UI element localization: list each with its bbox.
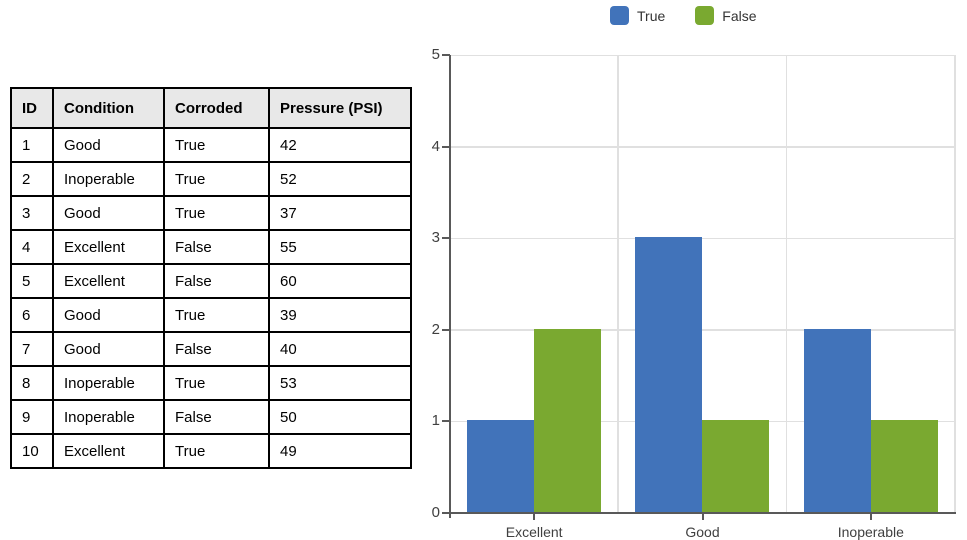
x-axis-label-good: Good <box>685 524 720 540</box>
x-axis-tick <box>533 514 536 520</box>
table-row: 6 Good True 39 <box>10 297 412 333</box>
cell-pressure-psi: 60 <box>268 263 412 299</box>
cell-corroded: True <box>163 297 270 333</box>
table-row: 9 Inoperable False 50 <box>10 399 412 435</box>
cell-condition: Good <box>52 331 165 367</box>
table-row: 5 Excellent False 60 <box>10 263 412 299</box>
x-axis-line <box>444 512 956 514</box>
y-axis-label: 0 <box>431 504 440 521</box>
cell-pressure-psi: 49 <box>268 433 412 469</box>
table-row: 7 Good False 40 <box>10 331 412 367</box>
table-row: 8 Inoperable True 53 <box>10 365 412 401</box>
cell-id: 1 <box>10 127 54 163</box>
vertical-gridline <box>785 55 788 513</box>
legend-swatch-icon <box>610 6 629 25</box>
cell-id: 3 <box>10 195 54 231</box>
cell-condition: Good <box>52 195 165 231</box>
y-axis-tick <box>442 54 450 56</box>
cell-condition: Good <box>52 297 165 333</box>
cell-condition: Good <box>52 127 165 163</box>
cell-condition: Inoperable <box>52 399 165 435</box>
cell-corroded: False <box>163 229 270 265</box>
col-header-condition: Condition <box>52 87 165 129</box>
cell-corroded: False <box>163 331 270 367</box>
y-axis-tick <box>442 328 450 331</box>
y-axis-line <box>449 55 451 518</box>
cell-id: 6 <box>10 297 54 333</box>
cell-pressure-psi: 40 <box>268 331 412 367</box>
bar-true-inoperable <box>803 328 871 512</box>
legend-label: True <box>637 7 666 24</box>
cell-corroded: True <box>163 365 270 401</box>
cell-condition: Inoperable <box>52 161 165 197</box>
cell-id: 5 <box>10 263 54 299</box>
table-header-row: ID Condition Corroded Pressure (PSI) <box>10 87 412 129</box>
legend-swatch-icon <box>695 6 715 25</box>
cell-id: 7 <box>10 331 54 367</box>
table-row: 3 Good True 37 <box>10 195 412 231</box>
legend-item-true: True <box>610 6 665 25</box>
bar-false-inoperable <box>870 420 938 512</box>
y-axis-label: 2 <box>431 320 440 338</box>
cell-id: 9 <box>10 399 54 435</box>
cell-pressure-psi: 52 <box>268 161 412 197</box>
cell-corroded: True <box>163 195 270 231</box>
bar-false-good <box>702 420 770 512</box>
horizontal-gridline <box>450 329 955 331</box>
table-row: 2 Inoperable True 52 <box>10 161 412 197</box>
cell-id: 4 <box>10 229 54 265</box>
chart-legend: True False <box>610 6 757 25</box>
cell-condition: Excellent <box>52 433 165 469</box>
y-axis-label: 4 <box>431 137 440 155</box>
cell-condition: Excellent <box>52 229 165 265</box>
horizontal-gridline <box>450 146 955 148</box>
table-row: 4 Excellent False 55 <box>10 229 412 265</box>
cell-id: 8 <box>10 365 54 401</box>
cell-corroded: False <box>163 399 270 435</box>
y-axis-tick <box>442 237 450 240</box>
cell-pressure-psi: 53 <box>268 365 412 401</box>
x-axis-label-inoperable: Inoperable <box>837 524 904 540</box>
horizontal-gridline <box>450 237 955 240</box>
col-header-pressure-psi: Pressure (PSI) <box>268 87 412 129</box>
cell-pressure-psi: 55 <box>268 229 412 265</box>
cell-id: 2 <box>10 161 54 197</box>
y-axis-label: 5 <box>431 46 440 63</box>
y-axis-label: 3 <box>431 229 440 247</box>
y-axis-tick <box>442 145 450 148</box>
cell-corroded: True <box>163 161 270 197</box>
cell-pressure-psi: 39 <box>268 297 412 333</box>
x-axis-label-excellent: Excellent <box>505 524 563 540</box>
horizontal-gridline <box>450 54 955 56</box>
bar-true-excellent <box>467 420 534 512</box>
bar-false-excellent <box>534 328 601 512</box>
x-axis-tick <box>869 514 872 520</box>
legend-label: False <box>722 7 757 24</box>
cell-corroded: True <box>163 433 270 469</box>
cell-pressure-psi: 42 <box>268 127 412 163</box>
y-axis-tick <box>442 420 450 423</box>
cell-condition: Inoperable <box>52 365 165 401</box>
vertical-gridline <box>617 55 619 513</box>
x-axis-tick <box>701 514 704 520</box>
cell-corroded: True <box>163 127 270 163</box>
legend-item-false: False <box>695 6 757 25</box>
y-axis-label: 1 <box>431 412 440 430</box>
plot-area: 0 1 2 3 4 5 Excellent Good Inoperable <box>432 46 956 540</box>
table-row: 1 Good True 42 <box>10 127 412 163</box>
cell-pressure-psi: 50 <box>268 399 412 435</box>
vertical-gridline <box>954 55 956 513</box>
cell-condition: Excellent <box>52 263 165 299</box>
cell-id: 10 <box>10 433 54 469</box>
col-header-id: ID <box>10 87 54 129</box>
table-row: 10 Excellent True 49 <box>10 433 412 469</box>
pipe-data-table: ID Condition Corroded Pressure (PSI) 1 Good T… <box>10 87 412 469</box>
cell-pressure-psi: 37 <box>268 195 412 231</box>
bar-true-good <box>635 237 703 512</box>
cell-corroded: False <box>163 263 270 299</box>
col-header-corroded: Corroded <box>163 87 270 129</box>
